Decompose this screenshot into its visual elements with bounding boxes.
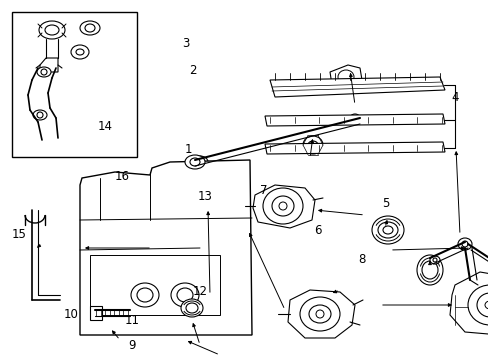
Ellipse shape [429,256,439,264]
Text: 8: 8 [357,253,365,266]
Ellipse shape [181,299,203,317]
Ellipse shape [349,114,359,122]
Ellipse shape [137,288,153,302]
Ellipse shape [85,24,95,32]
Ellipse shape [201,191,213,201]
Ellipse shape [185,303,198,313]
Text: 1: 1 [184,143,192,156]
Ellipse shape [467,285,488,325]
Polygon shape [195,185,220,208]
Text: 3: 3 [182,37,189,50]
Text: 11: 11 [124,314,139,327]
Ellipse shape [80,21,100,35]
Bar [90,306,102,320]
Ellipse shape [76,49,84,55]
Polygon shape [40,58,58,72]
Ellipse shape [263,188,303,224]
Ellipse shape [416,255,442,285]
Ellipse shape [484,301,488,309]
Polygon shape [269,77,444,97]
Ellipse shape [271,196,293,216]
Ellipse shape [307,141,317,149]
Ellipse shape [308,305,330,323]
Text: 6: 6 [313,224,321,237]
Ellipse shape [39,21,65,39]
Polygon shape [264,142,444,154]
Ellipse shape [71,45,89,59]
Text: 13: 13 [198,190,212,203]
Polygon shape [449,272,488,335]
Ellipse shape [432,258,436,262]
Ellipse shape [421,261,437,279]
Ellipse shape [37,112,43,118]
Ellipse shape [382,226,392,234]
Ellipse shape [315,310,324,318]
Ellipse shape [457,238,471,250]
Ellipse shape [192,156,207,168]
Ellipse shape [41,69,47,75]
Ellipse shape [299,297,339,331]
Polygon shape [80,160,251,335]
Ellipse shape [279,202,286,210]
Ellipse shape [196,159,203,165]
Ellipse shape [177,288,193,302]
Text: 12: 12 [193,285,207,298]
Text: 5: 5 [382,197,389,210]
Ellipse shape [476,293,488,317]
Ellipse shape [171,283,199,307]
Ellipse shape [45,25,59,35]
Text: 9: 9 [128,339,136,352]
Ellipse shape [377,222,397,238]
Ellipse shape [184,155,204,169]
Text: 7: 7 [260,184,267,197]
Ellipse shape [337,70,353,84]
Ellipse shape [33,110,47,120]
Text: 4: 4 [450,91,458,104]
Text: 16: 16 [115,170,129,183]
Text: 14: 14 [98,120,112,132]
Ellipse shape [131,283,159,307]
Polygon shape [252,185,314,228]
Text: 15: 15 [12,228,27,240]
Polygon shape [329,65,361,88]
Ellipse shape [461,241,467,247]
Text: 10: 10 [63,309,78,321]
Bar [12,12,137,157]
Polygon shape [287,290,354,338]
Polygon shape [264,114,444,126]
Ellipse shape [303,136,323,154]
Text: 2: 2 [189,64,197,77]
Bar [90,255,220,315]
Ellipse shape [371,216,403,244]
Ellipse shape [37,67,51,77]
Ellipse shape [190,158,200,166]
